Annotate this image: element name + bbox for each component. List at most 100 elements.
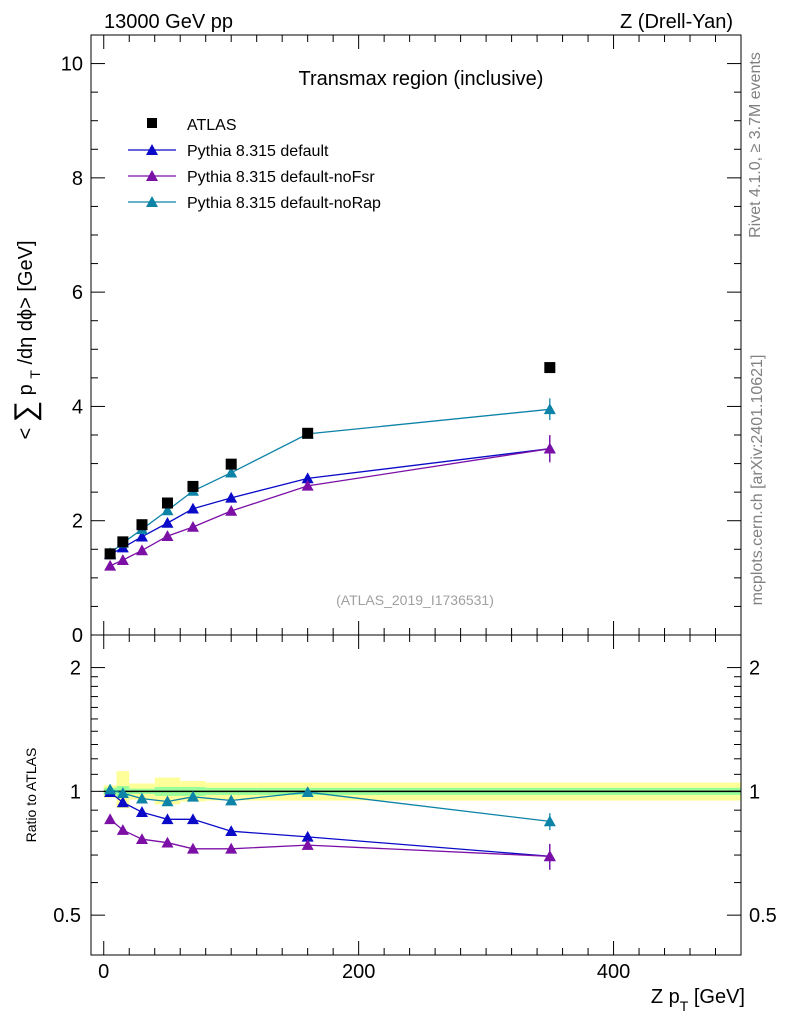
x-axis-label: Z pT [GeV] — [651, 986, 745, 1014]
ratio-point-pythia-8-315-default-norap-1 — [116, 787, 129, 798]
main-ytick-label-2: 4 — [72, 396, 83, 418]
point-atlas-7 — [544, 362, 556, 374]
ratio-point-pythia-8-315-default-nofsr-1 — [116, 824, 129, 835]
series-line-pythia-8-315-default-norap — [109, 408, 550, 554]
ratio-point-pythia-8-315-default-nofsr-5 — [225, 842, 238, 854]
main-ytick-label-5: 10 — [61, 54, 83, 76]
ratio-ytick-label-right-2: 2 — [749, 658, 760, 680]
main-panel: Transmax region (inclusive) (ATLAS_2019_… — [9, 34, 742, 647]
main-data-layer — [104, 362, 556, 571]
ratio-point-pythia-8-315-default-norap-7 — [543, 815, 556, 827]
x-ticks: 0 200 400 — [98, 35, 742, 983]
legend-label-nofsr: Pythia 8.315 default-noFsr — [187, 169, 375, 186]
y-label-rest: /dη dϕ> [GeV] — [15, 240, 37, 364]
ratio-point-pythia-8-315-default-norap-5 — [225, 794, 238, 806]
ratio-point-pythia-8-315-default-4 — [186, 813, 199, 825]
point-pythia-8-315-default-nofsr-0 — [104, 559, 117, 571]
point-pythia-8-315-default-2 — [135, 530, 148, 542]
ratio-frame — [90, 634, 742, 956]
ratio-y-ticks: 0.5 0.5 1 1 2 2 — [53, 658, 777, 956]
svg-text:< ∑ p: < ∑ p T /dη dϕ> [GeV] — [9, 240, 45, 439]
ratio-point-pythia-8-315-default-6 — [301, 830, 314, 842]
legend-label-default: Pythia 8.315 default — [187, 143, 329, 160]
ratio-point-pythia-8-315-default-norap-6 — [301, 786, 314, 798]
main-ytick-label-3: 6 — [72, 282, 83, 304]
y-label-p: p — [15, 384, 37, 395]
ratio-point-pythia-8-315-default-nofsr-2 — [135, 833, 148, 844]
point-atlas-5 — [225, 458, 237, 470]
legend: ATLAS Pythia 8.315 default Pythia 8.315 … — [128, 117, 381, 212]
point-pythia-8-315-default-norap-3 — [161, 504, 174, 516]
main-ytick-label-0: 0 — [72, 625, 83, 647]
xtick-label-1: 200 — [342, 961, 375, 983]
ratio-point-pythia-8-315-default-nofsr-0 — [104, 813, 117, 825]
point-atlas-0 — [104, 548, 116, 560]
ratio-point-pythia-8-315-default-5 — [225, 825, 238, 837]
ratio-point-pythia-8-315-default-nofsr-7 — [543, 850, 556, 862]
ratio-point-pythia-8-315-default-nofsr-3 — [161, 836, 174, 848]
ratio-ytick-label-left-1: 1 — [70, 781, 81, 803]
ratio-point-pythia-8-315-default-nofsr-6 — [301, 839, 314, 850]
main-ytick-label-1: 2 — [72, 511, 83, 533]
chart-title: Transmax region (inclusive) — [299, 68, 544, 90]
main-y-ticks: 0 2 4 6 8 10 — [61, 34, 741, 647]
legend-marker-default — [146, 144, 158, 155]
point-pythia-8-315-default-3 — [161, 517, 174, 528]
legend-label-atlas: ATLAS — [187, 117, 237, 134]
point-pythia-8-315-default-nofsr-3 — [161, 530, 174, 541]
ratio-panel: 0.5 0.51 12 2 0 200 400 Ratio to ATLAS Z pT [… — [23, 35, 777, 1014]
rivet-label: Rivet 4.1.0, ≥ 3.7M events — [747, 52, 764, 238]
y-label-sub: T — [27, 370, 43, 379]
ratio-point-pythia-8-315-default-2 — [135, 806, 148, 817]
legend-marker-norap — [146, 196, 158, 207]
ratio-ytick-label-right-0: 0.5 — [749, 905, 777, 927]
point-pythia-8-315-default-6 — [301, 472, 314, 484]
y-label-sum: ∑ — [9, 401, 42, 422]
point-atlas-6 — [302, 427, 314, 439]
ratio-point-pythia-8-315-default-nofsr-4 — [186, 842, 199, 854]
point-pythia-8-315-default-norap-7 — [543, 403, 556, 415]
ratio-data-layer — [103, 771, 741, 870]
legend-marker-nofsr — [146, 170, 158, 181]
legend-marker-atlas — [147, 118, 157, 128]
point-atlas-2 — [136, 519, 148, 531]
point-atlas-4 — [187, 480, 199, 492]
ratio-point-pythia-8-315-default-norap-0 — [104, 783, 117, 795]
process-label: Z (Drell-Yan) — [620, 11, 733, 33]
point-atlas-3 — [161, 497, 173, 509]
point-pythia-8-315-default-nofsr-2 — [135, 544, 148, 556]
ratio-y-axis-label: Ratio to ATLAS — [23, 748, 39, 843]
ratio-point-pythia-8-315-default-3 — [161, 813, 174, 825]
ratio-point-pythia-8-315-default-1 — [116, 796, 129, 808]
series-line-pythia-8-315-default — [109, 448, 550, 555]
point-pythia-8-315-default-norap-5 — [225, 466, 238, 478]
point-pythia-8-315-default-nofsr-4 — [186, 521, 199, 532]
ratio-point-pythia-8-315-default-norap-2 — [135, 792, 148, 804]
point-pythia-8-315-default-nofsr-6 — [301, 479, 314, 491]
main-y-axis-label: < ∑ p T /dη dϕ> [GeV] — [9, 240, 45, 439]
point-pythia-8-315-default-5 — [225, 491, 238, 503]
ratio-point-pythia-8-315-default-norap-4 — [186, 790, 199, 802]
point-pythia-8-315-default-4 — [186, 502, 199, 514]
x-label-rest: [GeV] — [688, 986, 745, 1008]
ratio-ytick-label-left-0: 0.5 — [53, 905, 81, 927]
analysis-watermark: (ATLAS_2019_I1736531) — [336, 592, 494, 608]
point-pythia-8-315-default-nofsr-7 — [543, 442, 556, 454]
point-pythia-8-315-default-nofsr-1 — [116, 554, 129, 565]
ratio-ytick-label-left-2: 2 — [70, 658, 81, 680]
x-label-main: Z p — [651, 986, 680, 1008]
ratio-point-pythia-8-315-default-norap-3 — [161, 795, 174, 807]
xtick-label-0: 0 — [98, 961, 109, 983]
legend-label-norap: Pythia 8.315 default-noRap — [187, 195, 381, 212]
y-label-open: < — [15, 428, 37, 440]
point-pythia-8-315-default-nofsr-5 — [225, 505, 238, 516]
collision-label: 13000 GeV pp — [104, 11, 233, 33]
point-atlas-1 — [117, 536, 129, 548]
ratio-ytick-label-right-1: 1 — [749, 781, 760, 803]
series-line-pythia-8-315-default-nofsr — [109, 448, 550, 567]
main-ytick-label-4: 8 — [72, 168, 83, 190]
x-label-sub: T — [680, 998, 689, 1014]
xtick-label-2: 400 — [597, 961, 630, 983]
mcplots-label: mcplots.cern.ch [arXiv:2401.10621] — [749, 355, 766, 606]
